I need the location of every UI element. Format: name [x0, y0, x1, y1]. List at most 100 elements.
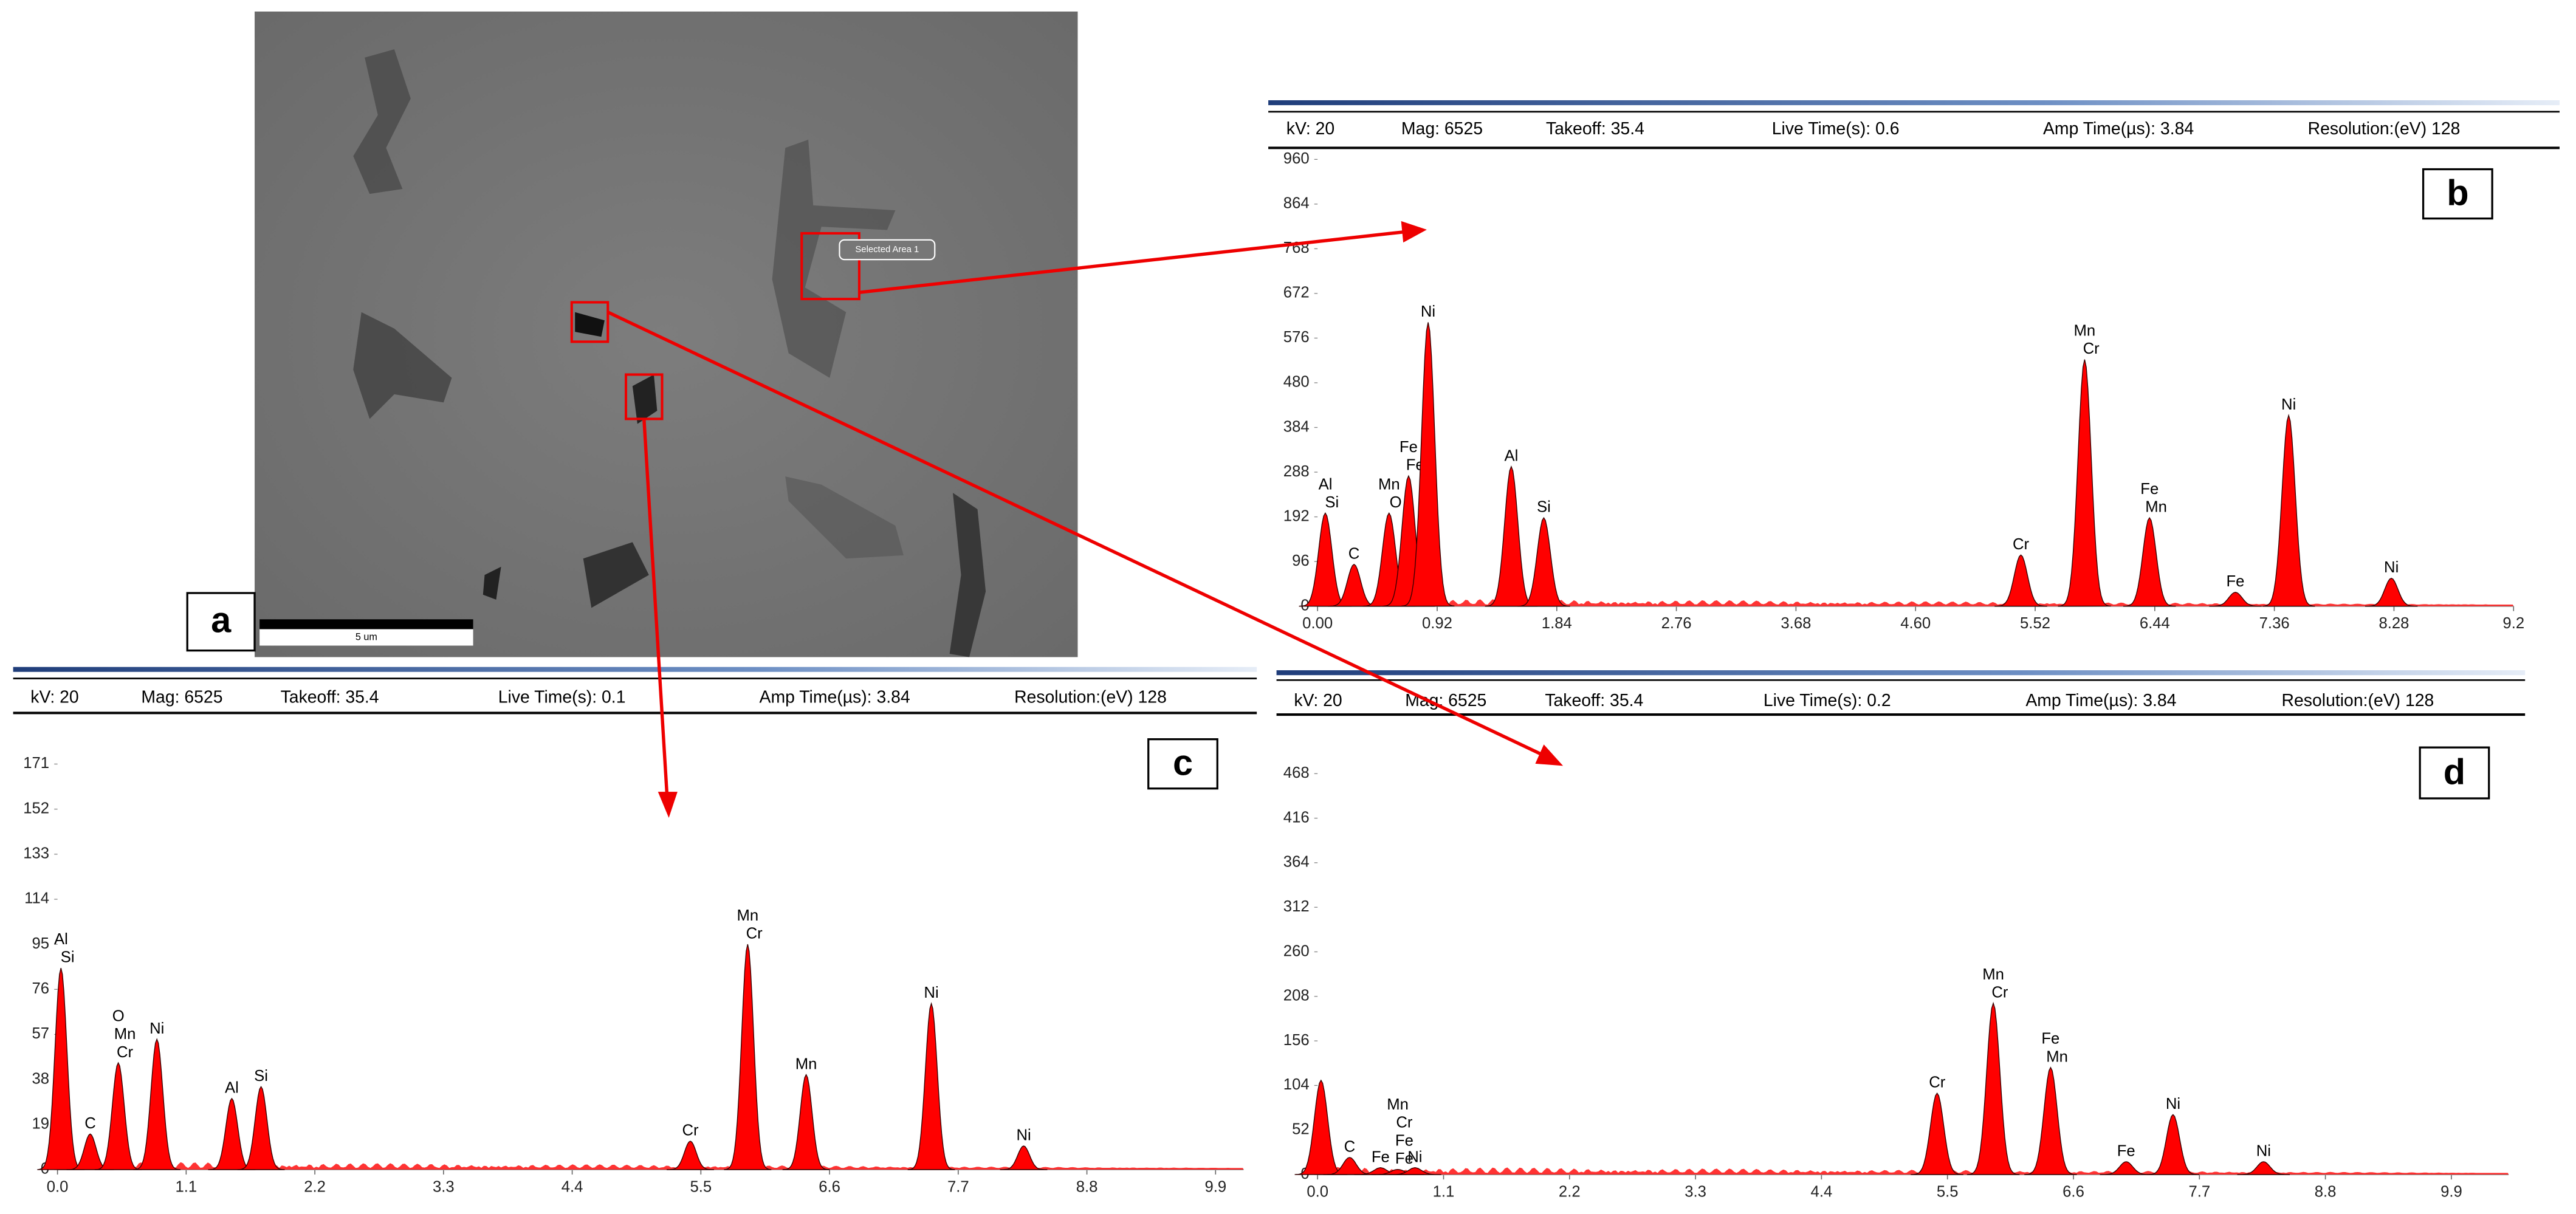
panel-letter-box: [2419, 746, 2490, 800]
spectrum-panel: kV: 20 Mag: 6525 Takeoff: 35.4 Live Time(s)…: [13, 667, 1257, 1195]
peak-label: Fe: [1395, 1150, 1413, 1167]
sem-feature: [785, 476, 904, 559]
peak-label: Fe: [1395, 1132, 1413, 1149]
panel-letter-box: [1147, 738, 1218, 790]
y-tick-label: 384: [1283, 418, 1310, 435]
x-tick-label: 6.6: [819, 1178, 840, 1195]
sem-feature: [632, 374, 658, 424]
x-tick-label: 3.3: [1685, 1184, 1706, 1201]
peak-label: Si: [1537, 499, 1551, 516]
arrow-line: [859, 230, 1407, 294]
peak-label: Fe: [2226, 573, 2244, 590]
peak-label: Cr: [746, 925, 763, 942]
y-tick-label: 480: [1283, 374, 1310, 391]
peak: [1994, 554, 2047, 607]
peak: [667, 1140, 714, 1170]
peak-label: Fe: [2140, 481, 2159, 498]
x-tick-label: 4.4: [1811, 1184, 1833, 1201]
peak-label: Cr: [117, 1044, 134, 1061]
selected-area-tag: [839, 239, 936, 261]
y-tick-label: 38: [32, 1070, 50, 1087]
y-tick-label: 416: [1283, 809, 1310, 826]
peak-label: C: [1344, 1138, 1356, 1155]
peak: [1389, 1167, 1441, 1175]
x-tick-label: 6.44: [2140, 615, 2170, 632]
x-tick-label: 2.2: [1559, 1184, 1581, 1201]
arrow-line: [607, 310, 1545, 758]
selected-area-box: [800, 231, 860, 301]
y-tick-label: 468: [1283, 764, 1310, 781]
peak-label: Fe: [1400, 439, 1418, 456]
x-tick-label: 8.8: [1076, 1178, 1098, 1195]
peak-label: Fe: [1372, 1148, 1390, 1165]
y-tick-label: 114: [24, 890, 49, 907]
x-tick-label: 9.9: [2440, 1184, 2462, 1201]
peak-label: Ni: [1407, 1148, 1422, 1165]
y-tick-label: 192: [1283, 507, 1310, 524]
y-tick-label: 576: [1283, 329, 1310, 346]
header-field: Live Time(s): 0.1: [498, 688, 626, 707]
peak-label: Mn: [2145, 499, 2167, 516]
selected-area-text: Selected Area 1: [855, 245, 919, 255]
header-field: kV: 20: [1286, 119, 1334, 139]
spectrum-panel: kV: 20 Mag: 6525 Takeoff: 35.4 Live Time(s)…: [1268, 100, 2560, 632]
header-field: Mag: 6525: [1405, 691, 1486, 710]
panel-letter-box: [2422, 168, 2493, 220]
region-box: [570, 301, 610, 343]
x-tick-label: 0.0: [1307, 1184, 1328, 1201]
peak-label: Ni: [2166, 1096, 2180, 1113]
x-tick-label: 1.1: [1433, 1184, 1455, 1201]
x-tick-label: 5.52: [2020, 615, 2050, 632]
peak: [2262, 413, 2315, 607]
peak: [37, 968, 85, 1170]
peak-label: Mn: [2046, 1048, 2068, 1065]
peak-label: Ni: [2281, 396, 2296, 413]
peak-label: Ni: [1016, 1127, 1031, 1144]
x-tick-label: 0.0: [47, 1178, 69, 1195]
peak: [2123, 516, 2176, 607]
scale-bar-base: [259, 629, 473, 646]
scale-bar: [259, 619, 473, 629]
header-band: [1276, 670, 2526, 676]
header-field: Resolution:(eV) 128: [2282, 691, 2434, 710]
x-tick-label: 3.3: [433, 1178, 455, 1195]
peak-label: Cr: [1991, 984, 2008, 1001]
peak-label: O: [1390, 494, 1402, 511]
peak: [1966, 1001, 2020, 1175]
peak-label: Mn: [795, 1055, 817, 1072]
x-tick-label: 1.1: [176, 1178, 197, 1195]
x-tick-label: 0.00: [1302, 615, 1333, 632]
arrow-head: [658, 792, 678, 818]
peak-label: Al: [1319, 476, 1333, 493]
peak-label: Al: [54, 931, 68, 948]
sem-feature: [949, 493, 986, 657]
y-tick-label: 133: [23, 845, 49, 862]
arrows: [607, 221, 1564, 818]
peak-label: Ni: [1421, 303, 1435, 320]
peak-label: Cr: [1929, 1074, 1946, 1091]
x-tick-label: 9.2: [2502, 615, 2524, 632]
peak-label: Si: [61, 949, 75, 966]
y-tick-label: 364: [1283, 854, 1310, 871]
x-tick-label: 8.8: [2315, 1184, 2337, 1201]
x-tick-label: 4.4: [562, 1178, 583, 1195]
y-tick-label: 152: [23, 800, 49, 817]
y-tick-label: 57: [32, 1025, 50, 1042]
peak: [2237, 1161, 2290, 1175]
peak: [2365, 577, 2418, 607]
peak: [1911, 1092, 1963, 1175]
noise-floor: [1317, 1167, 2509, 1175]
x-tick-label: 2.76: [1661, 615, 1692, 632]
peak-label: Ni: [924, 984, 938, 1001]
spectrum-panel: kV: 20 Mag: 6525 Takeoff: 35.4 Live Time(s)…: [1276, 670, 2526, 1201]
spectra: kV: 20 Mag: 6525 Takeoff: 35.4 Live Time(s)…: [13, 100, 2560, 1201]
peak: [1000, 1145, 1048, 1170]
peak: [1485, 465, 1538, 607]
peak: [782, 1074, 830, 1170]
x-tick-label: 0.92: [1422, 615, 1452, 632]
peak: [724, 944, 772, 1170]
peak-label: Ni: [2256, 1142, 2271, 1159]
sem-feature: [483, 566, 501, 600]
